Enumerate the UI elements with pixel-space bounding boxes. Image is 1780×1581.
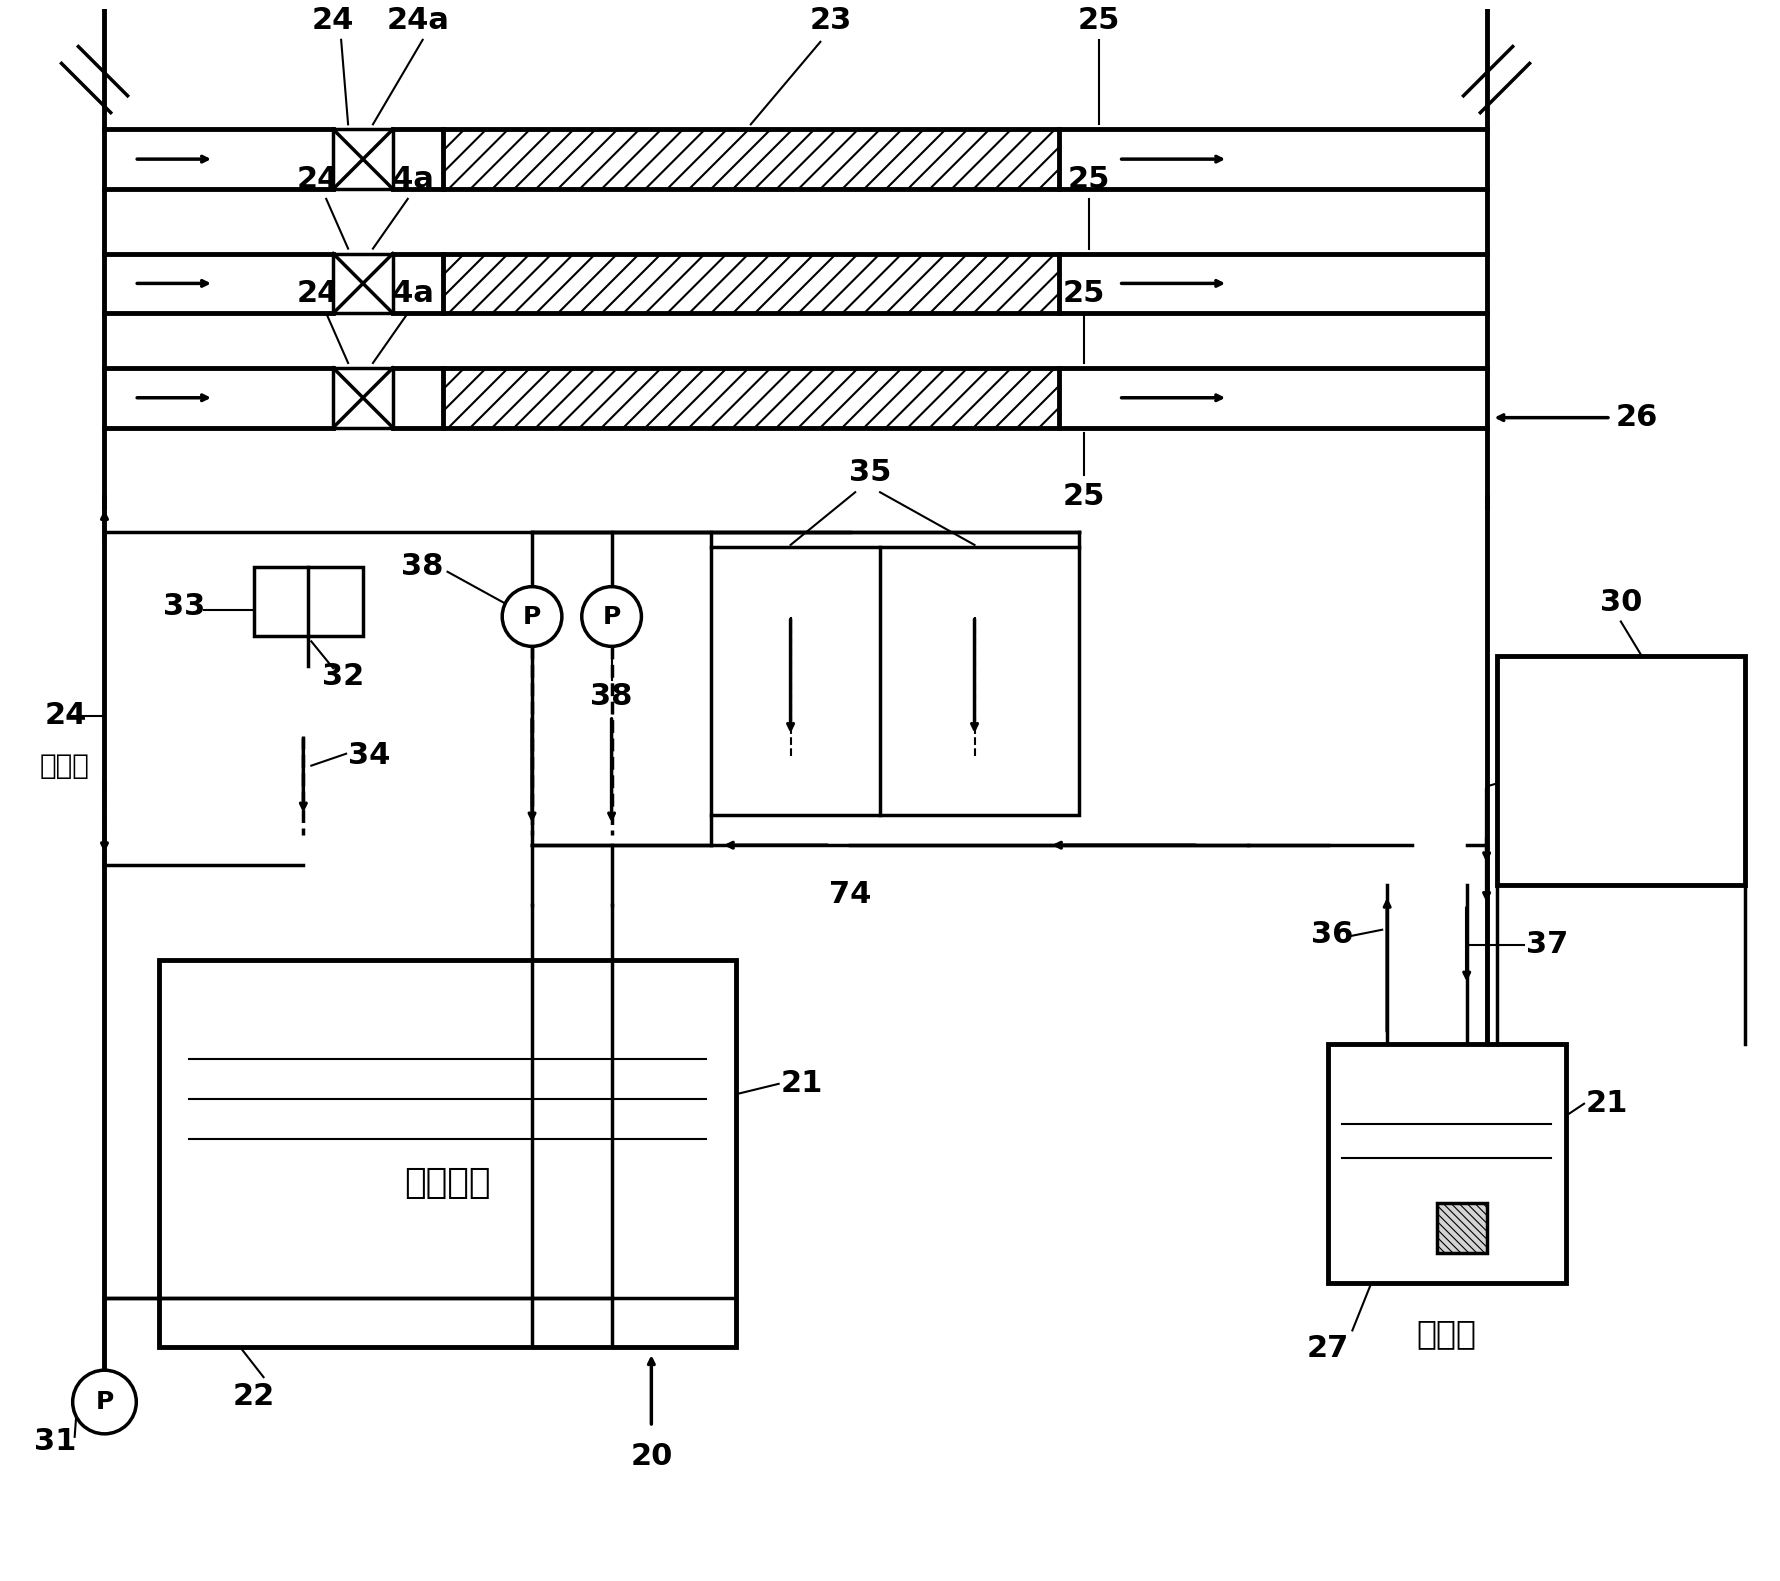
Text: 25: 25 [1068, 164, 1111, 194]
Text: 27: 27 [1307, 1334, 1349, 1363]
Bar [1328, 1043, 1566, 1282]
Text: 24: 24 [297, 164, 340, 194]
Bar [253, 568, 363, 637]
Text: P: P [602, 604, 621, 629]
Text: 26: 26 [1616, 403, 1659, 432]
Bar [443, 253, 1059, 313]
Circle shape [73, 1371, 137, 1434]
Text: 30: 30 [1600, 588, 1641, 617]
Text: 38: 38 [402, 552, 443, 582]
Circle shape [582, 587, 641, 647]
Text: P: P [96, 1390, 114, 1413]
Text: 21: 21 [781, 1069, 822, 1099]
Text: 31: 31 [34, 1428, 77, 1456]
Text: 24: 24 [44, 702, 87, 730]
Text: P: P [523, 604, 541, 629]
Text: 24a: 24a [372, 164, 434, 194]
Text: 营养液笱: 营养液笱 [404, 1167, 491, 1200]
Text: 36: 36 [1312, 920, 1353, 949]
Bar [333, 130, 393, 190]
Text: 21: 21 [1586, 1089, 1629, 1118]
Bar [443, 368, 1059, 427]
Text: 33: 33 [164, 591, 205, 621]
Text: 38: 38 [591, 681, 632, 710]
Text: 25: 25 [1063, 280, 1105, 308]
Bar [1497, 656, 1744, 885]
Text: 22: 22 [233, 1382, 274, 1412]
Text: 34: 34 [349, 741, 390, 770]
Bar [443, 130, 1059, 190]
Text: 25: 25 [1063, 482, 1105, 511]
Bar [158, 960, 735, 1347]
Text: 74: 74 [829, 881, 872, 909]
Text: 废液笱: 废液笱 [1417, 1317, 1477, 1350]
Text: 24: 24 [312, 6, 354, 35]
Circle shape [502, 587, 562, 647]
Text: 补给水: 补给水 [39, 751, 89, 779]
Bar [1436, 1203, 1486, 1252]
Bar [333, 368, 393, 427]
Bar [333, 253, 393, 313]
Text: 23: 23 [810, 6, 851, 35]
Text: 37: 37 [1527, 930, 1568, 960]
Text: 35: 35 [849, 458, 892, 487]
Text: 20: 20 [630, 1442, 673, 1470]
Text: 32: 32 [322, 662, 365, 691]
Bar [710, 547, 1079, 816]
Text: 25: 25 [1561, 751, 1604, 779]
Text: 24a: 24a [386, 6, 449, 35]
Text: 24a: 24a [372, 280, 434, 308]
Text: 24: 24 [297, 280, 340, 308]
Text: 25: 25 [1077, 6, 1120, 35]
